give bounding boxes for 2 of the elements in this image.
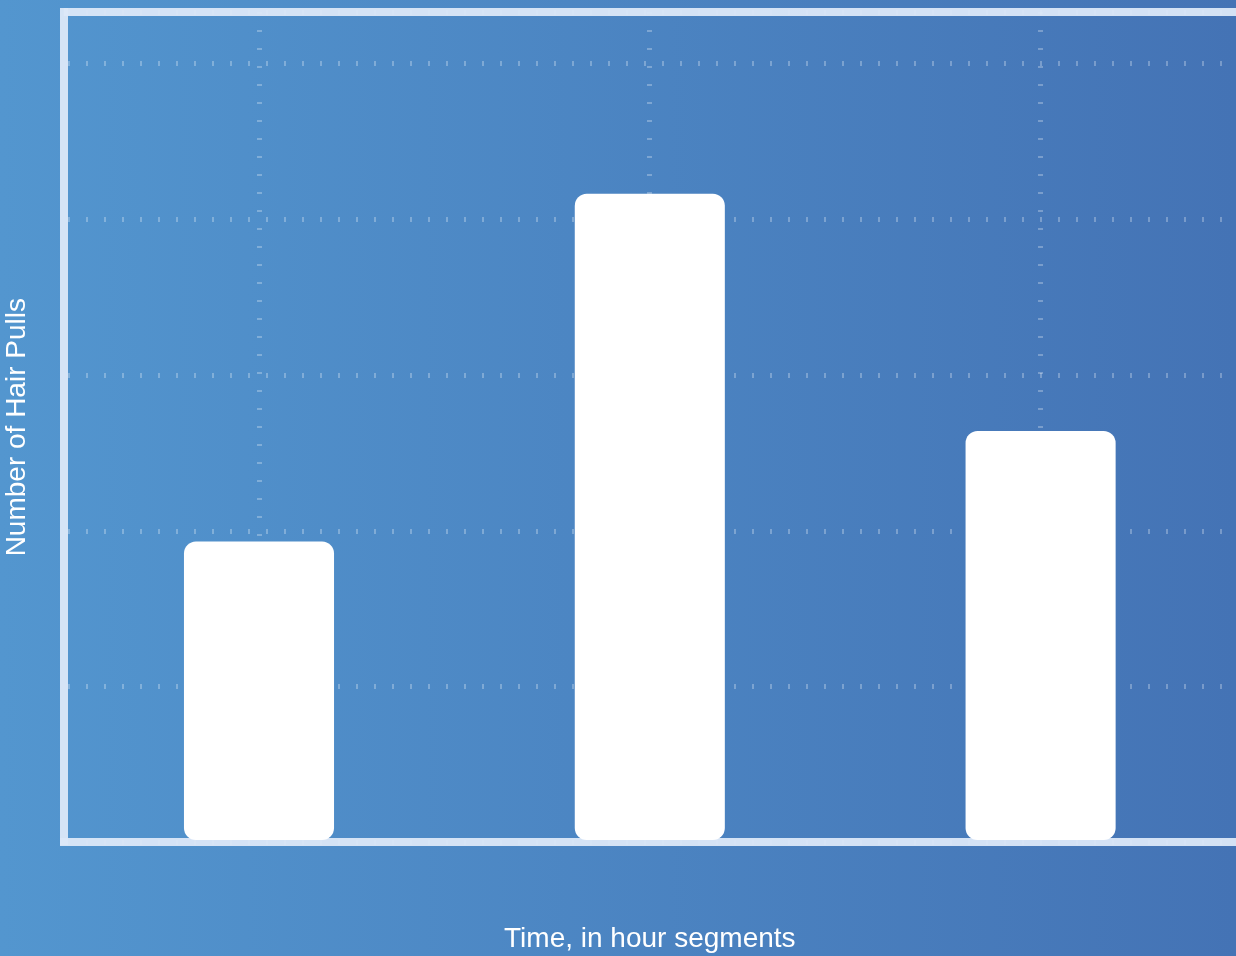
y-axis-title: Number of Hair Pulls [0,298,31,557]
x-axis-title: Time, in hour segments [504,921,796,953]
